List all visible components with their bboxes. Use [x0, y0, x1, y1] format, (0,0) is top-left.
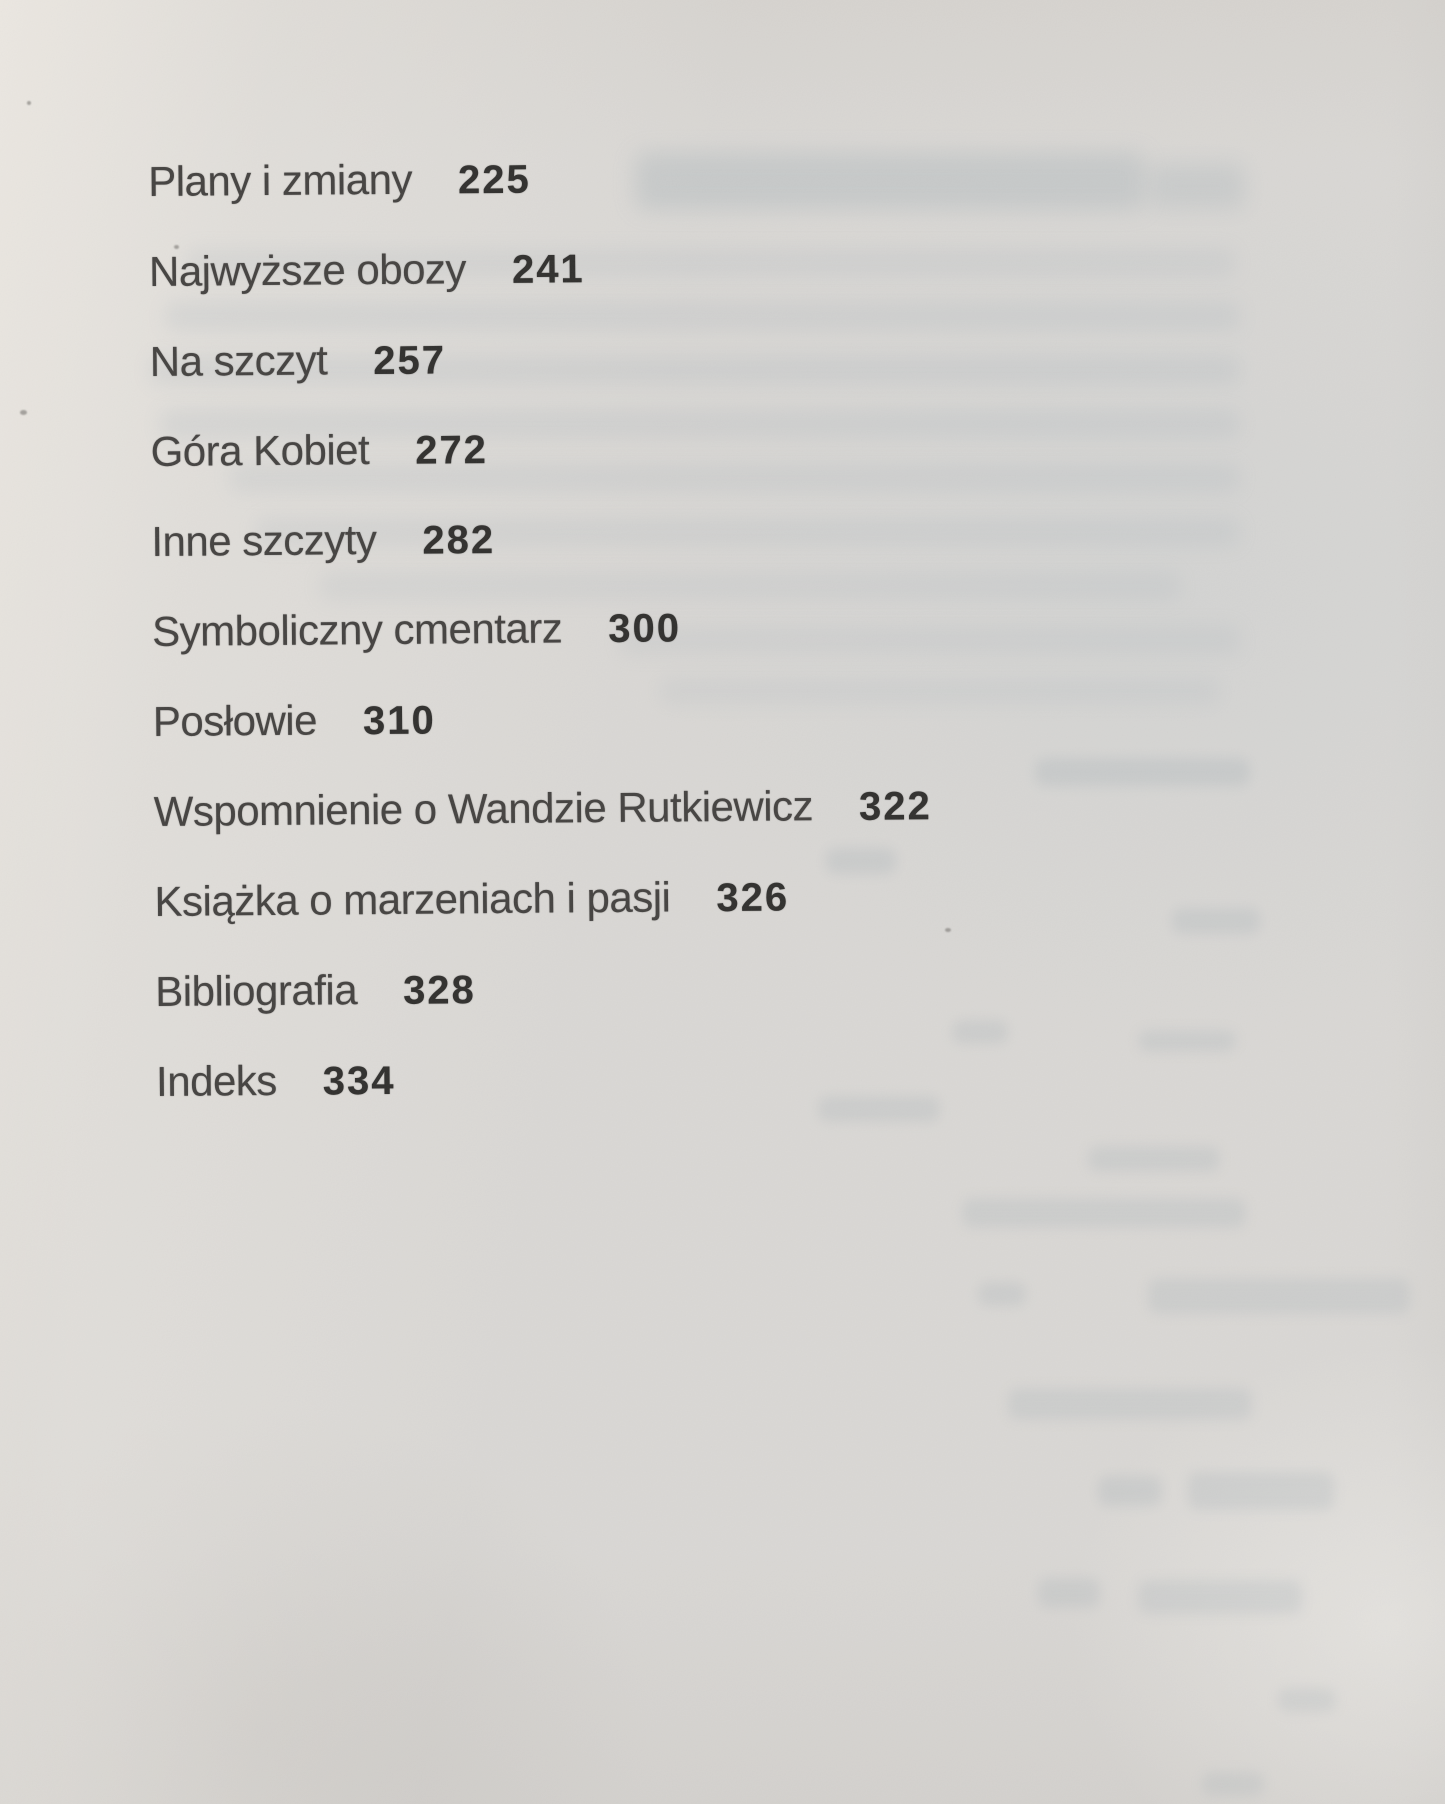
toc-entry: Najwyższe obozy 241	[149, 241, 928, 296]
toc-entry-title: Symboliczny cmentarz	[151, 604, 563, 655]
toc-entry-title: Inne szczyty	[151, 516, 377, 565]
toc-entry-title: Góra Kobiet	[150, 426, 370, 475]
ghost-text-smudge	[1172, 908, 1260, 934]
toc-entry-page-number: 334	[322, 1058, 396, 1104]
toc-entry: Na szczyt 257	[150, 331, 929, 386]
toc-entry: Góra Kobiet 272	[150, 421, 929, 476]
toc-entry: Bibliografia 328	[155, 961, 934, 1016]
ghost-text-smudge	[1188, 1472, 1334, 1510]
toc-entry-page-number: 225	[457, 157, 531, 203]
ghost-text-smudge	[1150, 163, 1245, 209]
toc-entry: Inne szczyty 282	[151, 511, 930, 566]
paper-speck	[945, 928, 951, 932]
ghost-text-smudge	[962, 1198, 1246, 1228]
ghost-text-smudge	[1098, 1476, 1162, 1506]
toc-entry: Indeks 334	[156, 1051, 935, 1106]
toc-entry-page-number: 241	[511, 247, 585, 292]
toc-entry: Wspomnienie o Wandzie Rutkiewicz 322	[153, 781, 932, 836]
paper-speck	[27, 101, 31, 105]
ghost-text-smudge	[1008, 1388, 1252, 1420]
toc-entry: Książka o marzeniach i pasji 326	[154, 871, 933, 926]
toc-entry-title: Plany i zmiany	[148, 155, 413, 205]
ghost-text-smudge	[1138, 1030, 1236, 1052]
toc-entry-page-number: 310	[362, 698, 436, 744]
toc-entry-title: Wspomnienie o Wandzie Rutkiewicz	[153, 782, 814, 835]
toc-entry: Plany i zmiany 225	[148, 151, 927, 206]
paper-speck	[20, 410, 27, 415]
toc-entry-page-number: 326	[716, 875, 790, 921]
toc-entry-page-number: 322	[858, 784, 933, 829]
toc-entry: Posłowie 310	[153, 691, 932, 746]
ghost-text-smudge	[1202, 1772, 1264, 1796]
ghost-text-smudge	[952, 1020, 1008, 1044]
ghost-text-smudge	[978, 1282, 1026, 1306]
toc-entry-title: Bibliografia	[155, 966, 358, 1015]
ghost-text-smudge	[1038, 1578, 1100, 1608]
toc-entry-title: Posłowie	[152, 696, 318, 745]
table-of-contents: Plany i zmiany 225 Najwyższe obozy 241 N…	[148, 151, 934, 1106]
toc-entry-page-number: 257	[373, 338, 447, 384]
ghost-text-smudge	[1148, 1278, 1410, 1314]
toc-entry-page-number: 282	[422, 517, 496, 563]
toc-entry-page-number: 300	[608, 606, 682, 652]
ghost-text-smudge	[1088, 1146, 1220, 1172]
ghost-text-smudge	[1138, 1580, 1302, 1614]
ghost-text-smudge	[1035, 758, 1250, 786]
toc-entry-page-number: 328	[402, 968, 477, 1013]
toc-entry-title: Indeks	[155, 1056, 278, 1105]
ghost-text-smudge	[1278, 1688, 1336, 1712]
toc-entry: Symboliczny cmentarz 300	[152, 601, 931, 656]
toc-entry-title: Najwyższe obozy	[148, 245, 467, 295]
toc-entry-page-number: 272	[415, 428, 489, 473]
toc-entry-title: Na szczyt	[149, 336, 328, 385]
toc-entry-title: Książka o marzeniach i pasji	[154, 873, 671, 925]
